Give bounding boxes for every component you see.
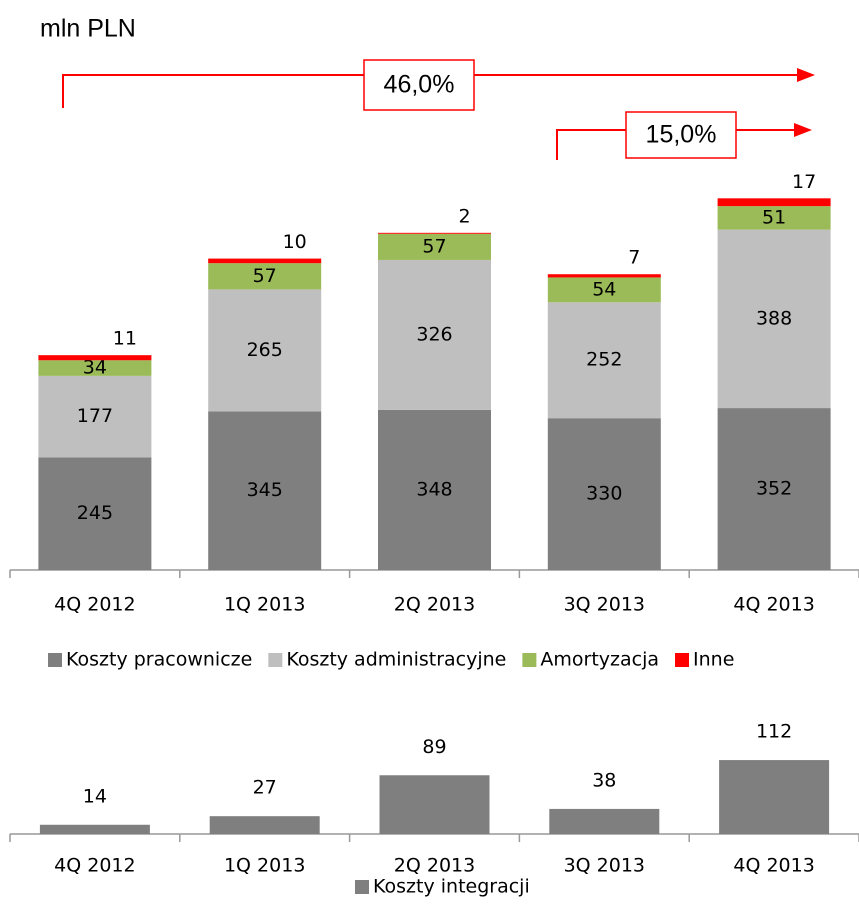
value-label: 265 [247, 339, 283, 361]
value-label: 54 [592, 278, 616, 300]
bar-segment [38, 355, 152, 361]
x-tick-label: 2Q 2013 [394, 594, 475, 616]
bar-segment [378, 409, 491, 570]
bar-segment [547, 274, 661, 278]
value-label: 57 [253, 265, 277, 287]
x-tick-label: 3Q 2013 [564, 594, 645, 616]
x-tick-label: 1Q 2013 [224, 594, 305, 616]
value-label: 388 [756, 307, 792, 329]
value-label: 34 [83, 357, 107, 379]
bar-segment [547, 418, 661, 570]
bar [379, 775, 490, 834]
value-label: 345 [247, 479, 283, 501]
legend-label: Koszty administracyjne [286, 649, 506, 671]
bar-segment [717, 198, 831, 207]
bar-segment [38, 457, 152, 570]
growth-arrow: 46,0% [62, 59, 815, 111]
value-label: 352 [756, 478, 792, 500]
value-label: 245 [77, 502, 113, 524]
value-label: 2 [458, 205, 470, 227]
value-label: 14 [83, 785, 107, 807]
bar-segment [208, 289, 322, 412]
legend-swatch [48, 653, 62, 667]
x-tick-label: 1Q 2013 [224, 855, 305, 877]
bar-segment [378, 259, 491, 410]
bar [209, 816, 320, 834]
growth-label: 46,0% [384, 71, 455, 99]
legend-label: Koszty pracownicze [66, 649, 252, 671]
x-tick-label: 3Q 2013 [564, 855, 645, 877]
x-tick-label: 4Q 2013 [733, 594, 814, 616]
legend-swatch [355, 880, 369, 894]
value-label: 112 [756, 721, 792, 743]
legend-swatch [522, 653, 537, 667]
bar [549, 808, 660, 834]
unit-label: mln PLN [40, 15, 136, 43]
value-label: 89 [422, 736, 446, 758]
bar [39, 824, 150, 834]
x-tick-label: 4Q 2012 [54, 594, 135, 616]
bar [719, 760, 830, 834]
growth-arrow: 15,0% [556, 111, 812, 160]
bar-segment [378, 232, 491, 234]
value-label: 177 [77, 405, 113, 427]
bar-segment [717, 206, 831, 230]
value-label: 27 [253, 777, 277, 799]
value-label: 7 [628, 247, 640, 269]
legend-label: Amortyzacja [540, 649, 659, 671]
legend-swatch [268, 653, 283, 667]
value-label: 10 [283, 231, 307, 253]
bar-segment [717, 229, 831, 409]
value-label: 252 [586, 349, 622, 371]
bar-segment [208, 263, 322, 290]
legend-label: Koszty integracji [373, 876, 530, 898]
bar-segment [547, 302, 661, 419]
value-label: 51 [762, 206, 786, 228]
legend-swatch [675, 653, 689, 667]
x-tick-label: 4Q 2012 [54, 855, 135, 877]
value-label: 326 [416, 323, 452, 345]
bar-segment [378, 233, 491, 260]
legend-label: Inne [693, 649, 734, 671]
bar-segment [38, 375, 152, 458]
value-label: 57 [422, 235, 446, 257]
value-label: 17 [792, 171, 816, 193]
bar-segment [208, 258, 322, 264]
bar-segment [547, 277, 661, 303]
value-label: 348 [416, 478, 452, 500]
x-tick-label: 4Q 2013 [733, 855, 814, 877]
bar-segment [717, 408, 831, 570]
bar-segment [38, 360, 152, 376]
value-label: 38 [592, 769, 616, 791]
bar-segment [208, 411, 322, 570]
value-label: 11 [113, 328, 137, 350]
growth-label: 15,0% [646, 121, 717, 149]
x-tick-label: 2Q 2013 [394, 855, 475, 877]
value-label: 330 [586, 483, 622, 505]
